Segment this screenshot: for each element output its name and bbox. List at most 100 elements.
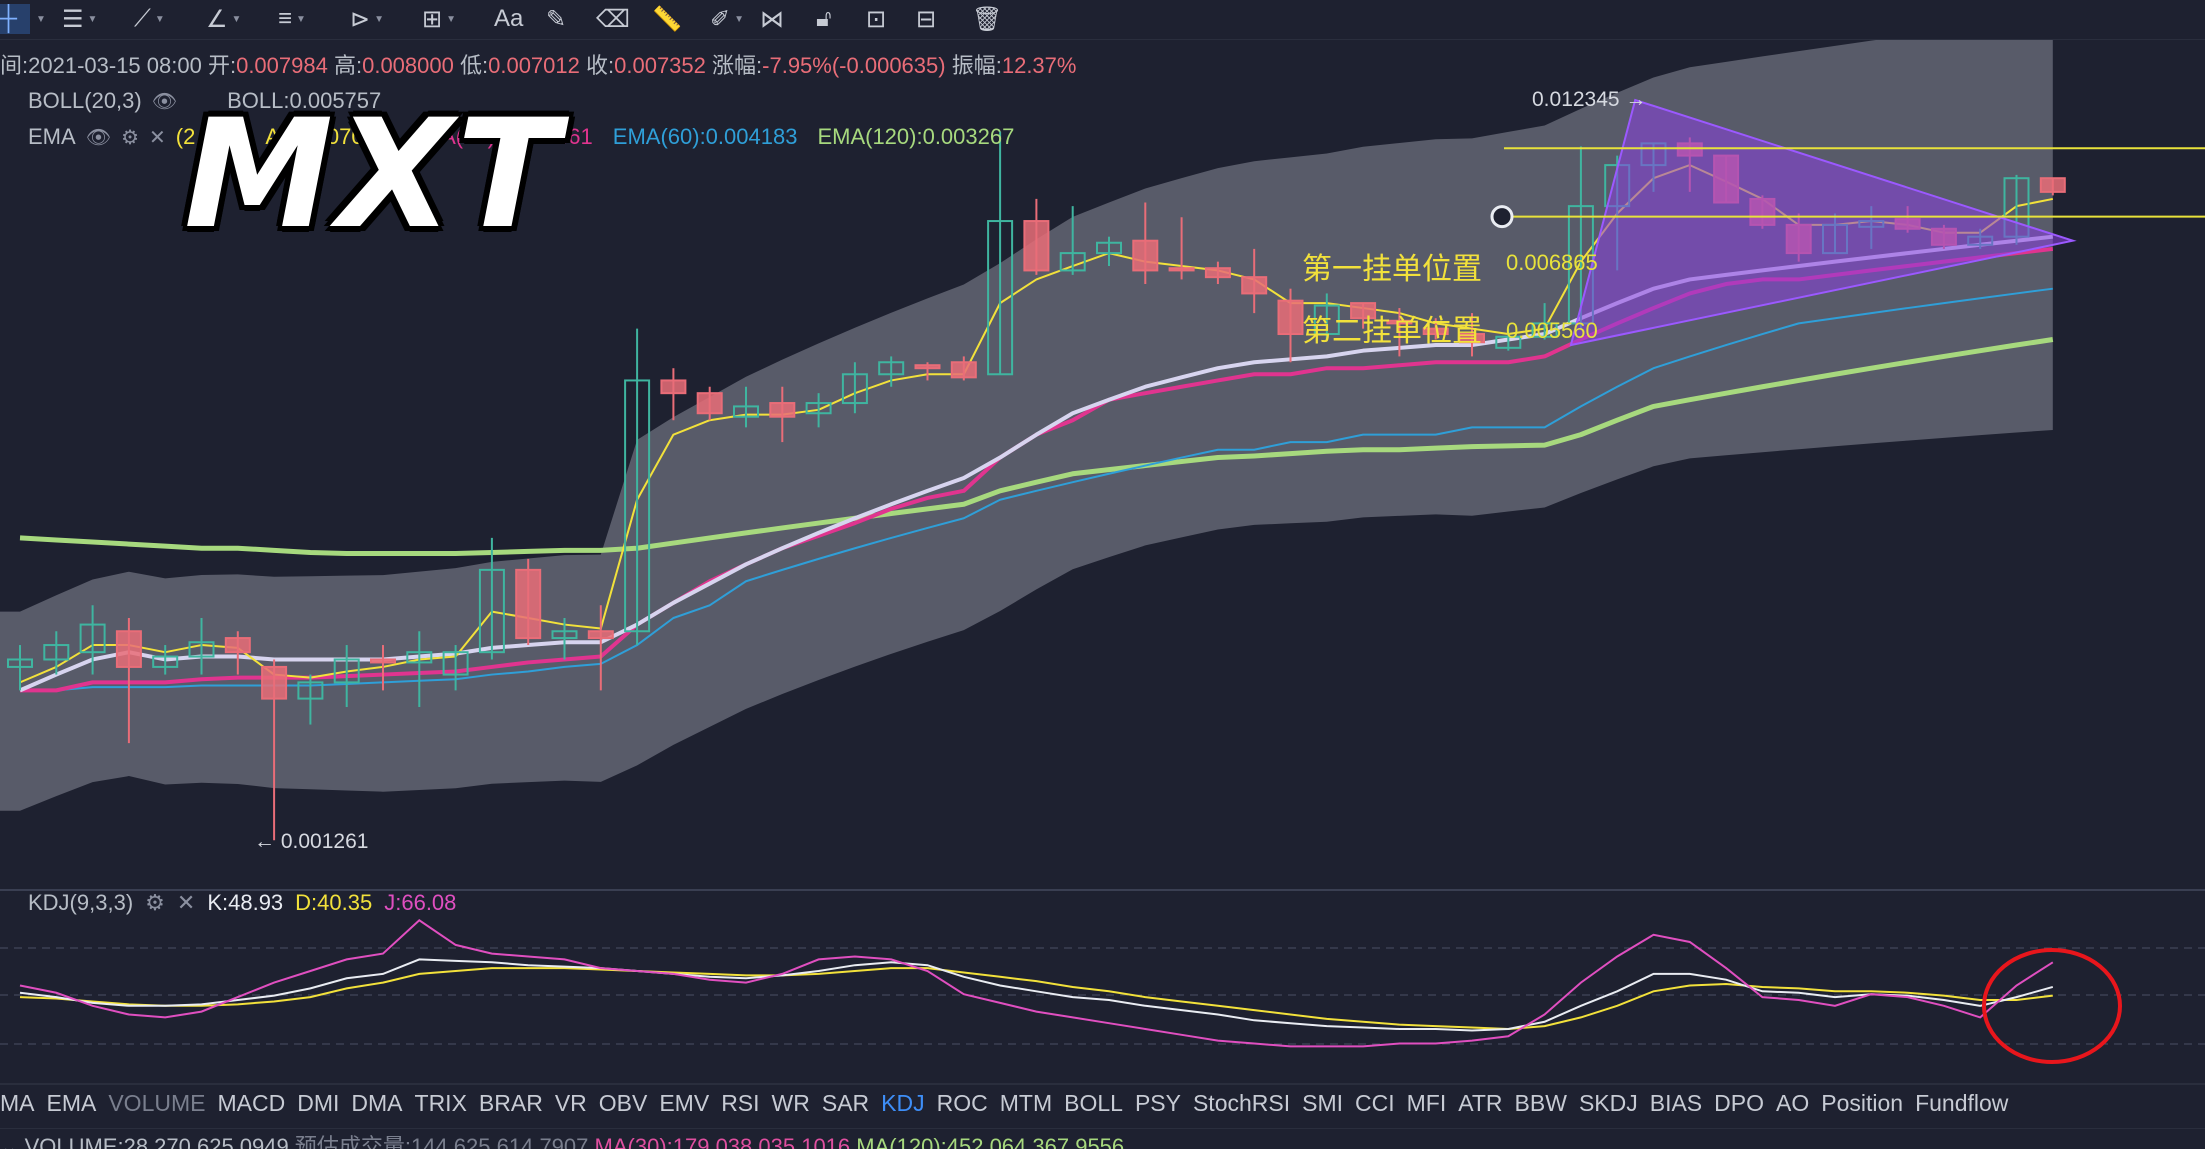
tab-volume[interactable]: VOLUME [108, 1090, 206, 1116]
pencil-tool[interactable]: ✐ ▼ [710, 4, 744, 34]
drawing-toolbar: ┼ ▼ ☰ ▼ ⟋ ▼ ∠ ▼ ≡ ▼ ⊳ ▼ ⊞ ▼ Aa ✎ ⌫ 📏 ✐ ▼ ⋈ 🔓︎ ⊡… [0, 0, 2205, 40]
candle-body [1386, 319, 1413, 325]
order2-handle [1490, 205, 1514, 229]
chevron-down-icon: ▼ [231, 13, 242, 25]
tab-rsi[interactable]: RSI [721, 1090, 760, 1116]
crosshair-icon: ┼ [0, 5, 18, 32]
kdj-name[interactable]: KDJ(9,3,3) [28, 890, 134, 915]
eraser-tool[interactable]: ⌫ [596, 4, 630, 34]
text-tool[interactable]: Aa [494, 4, 523, 34]
tab-cci[interactable]: CCI [1355, 1090, 1395, 1116]
eye-icon[interactable]: 👁︎ [151, 90, 178, 113]
trash-tool[interactable]: 🗑︎ [972, 4, 1002, 34]
kdj-j-value: J:66.08 [384, 890, 457, 915]
order-lines[interactable] [1490, 147, 2205, 229]
tab-ao[interactable]: AO [1776, 1090, 1810, 1116]
candlestick-chart[interactable] [0, 40, 2205, 888]
tab-trix[interactable]: TRIX [414, 1090, 467, 1116]
crosshair-tool[interactable]: ┼ [0, 4, 30, 34]
candle-body [1422, 327, 1449, 336]
tab-bias[interactable]: BIAS [1649, 1090, 1703, 1116]
candle-body [841, 373, 868, 405]
tab-dma[interactable]: DMA [351, 1090, 403, 1116]
brush-tool[interactable]: ✎ [546, 4, 566, 34]
candle-body [115, 630, 142, 668]
tab-dmi[interactable]: DMI [297, 1090, 340, 1116]
tab-kdj[interactable]: KDJ [881, 1090, 925, 1116]
tab-roc[interactable]: ROC [936, 1090, 988, 1116]
tab-skdj[interactable]: SKDJ [1578, 1090, 1638, 1116]
tab-macd[interactable]: MACD [217, 1090, 286, 1116]
close-icon[interactable]: ✕ [149, 126, 166, 149]
lock-icon: 🔓︎ [816, 5, 832, 32]
pattern-tool[interactable]: ⋈ [760, 4, 784, 34]
tab-stochrsi[interactable]: StochRSI [1192, 1090, 1291, 1116]
tab-obv[interactable]: OBV [598, 1090, 648, 1116]
ema60-value: EMA(60):0.004183 [612, 124, 798, 149]
tab-brar[interactable]: BRAR [478, 1090, 543, 1116]
tab-wr[interactable]: WR [771, 1090, 810, 1116]
tab-smi[interactable]: SMI [1302, 1090, 1344, 1116]
settings-icon[interactable]: ⚙ [145, 890, 165, 915]
tab-ma[interactable]: MA [0, 1090, 35, 1116]
kdj-d-value: D:40.35 [295, 890, 373, 915]
ema-legend: EMA 👁︎ ⚙ ✕ (2 A(4) 07026 EMA(30):0.00536… [28, 124, 1014, 150]
bookmark-tool[interactable]: ⊡ [866, 4, 886, 34]
candle-body [297, 681, 324, 700]
triangle-drawing[interactable] [1569, 98, 2077, 347]
shapes-tool[interactable]: ⊞ ▼ [422, 4, 456, 34]
parallel-lines-tool[interactable]: ≡ ▼ [278, 4, 306, 34]
ruler-tool[interactable]: 📏 [652, 4, 682, 34]
close-icon[interactable]: ✕ [176, 890, 196, 915]
tab-mfi[interactable]: MFI [1406, 1090, 1447, 1116]
pencil-icon: ✐ [710, 5, 731, 33]
ema-name[interactable]: EMA [28, 124, 76, 149]
boll-name[interactable]: BOLL(20,3) [28, 88, 142, 113]
candle-body [660, 379, 687, 395]
pitchfork-tool[interactable]: ⊳ ▼ [350, 4, 384, 34]
tab-emv[interactable]: EMV [659, 1090, 710, 1116]
candle-body [769, 402, 796, 418]
tab-mtm[interactable]: MTM [999, 1090, 1053, 1116]
tab-vr[interactable]: VR [554, 1090, 587, 1116]
angle-tool[interactable]: ∠ ▼ [206, 4, 241, 34]
highlight-circle [1982, 948, 2122, 1064]
tab-dpo[interactable]: DPO [1714, 1090, 1764, 1116]
crosshair-dropdown[interactable]: ▼ [36, 4, 46, 34]
tab-ema[interactable]: EMA [46, 1090, 97, 1116]
tab-psy[interactable]: PSY [1134, 1090, 1181, 1116]
chart-save-tool[interactable]: ⊟ [916, 4, 936, 34]
chart-save-icon: ⊟ [916, 5, 937, 33]
parallel-lines-icon: ≡ [278, 5, 293, 32]
order2-price: 0.005560 [1506, 318, 1598, 343]
trend-lines-tool[interactable]: ⟋ ▼ [134, 4, 165, 34]
tab-fundflow[interactable]: Fundflow [1915, 1090, 2009, 1116]
volume-predicted: 预估成交量:144,625,614.7907 [294, 1134, 589, 1149]
candle-body [1059, 252, 1086, 272]
candle-body [987, 220, 1014, 376]
pitchfork-icon: ⊳ [350, 5, 371, 33]
kdj-lines [19, 918, 2054, 1048]
candle-body [406, 651, 433, 664]
horizontal-lines-tool[interactable]: ☰ ▼ [62, 4, 97, 34]
tab-boll[interactable]: BOLL [1064, 1090, 1123, 1116]
candle-body [624, 379, 651, 633]
lock-tool[interactable]: 🔓︎ [816, 4, 832, 34]
tab-atr[interactable]: ATR [1458, 1090, 1503, 1116]
chevron-down-icon: ▼ [36, 13, 46, 25]
tab-sar[interactable]: SAR [821, 1090, 870, 1116]
candle-body [914, 364, 941, 370]
volume-value: VOLUME:28,270,625.0949 [24, 1134, 289, 1149]
candle-body [1531, 322, 1558, 338]
eye-icon[interactable]: 👁︎ [85, 126, 112, 149]
tab-position[interactable]: Position [1821, 1090, 1904, 1116]
candle-body [696, 392, 723, 415]
candle-body [152, 655, 179, 668]
change-value: -7.95%(-0.000635) [762, 53, 946, 78]
close-label: 收: [586, 53, 615, 78]
tab-bbw[interactable]: BBW [1514, 1090, 1567, 1116]
ema4-value-partial: A(4) [265, 124, 307, 149]
kdj-chart[interactable] [0, 888, 2205, 1088]
chevron-down-icon[interactable]: ⌄ [0, 1134, 19, 1149]
settings-icon[interactable]: ⚙ [121, 126, 140, 149]
